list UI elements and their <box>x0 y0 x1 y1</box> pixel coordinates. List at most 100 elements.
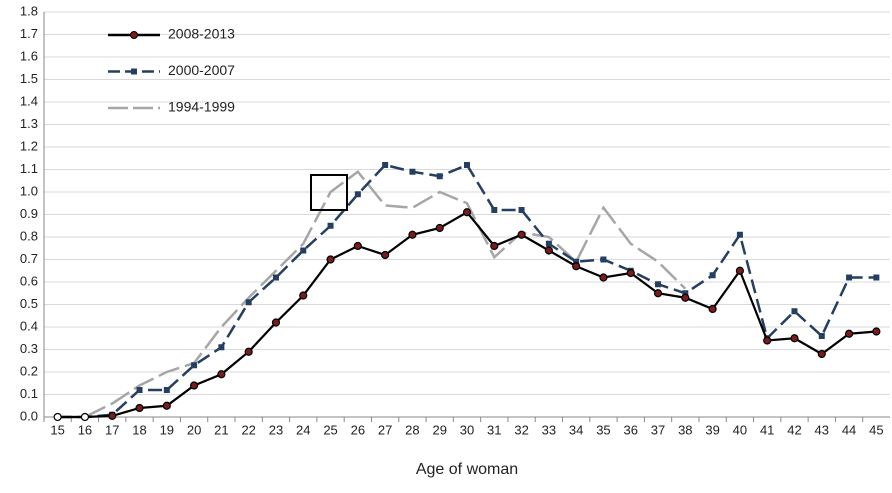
x-tick-label: 29 <box>432 422 446 437</box>
x-tick-label: 16 <box>78 422 92 437</box>
point <box>326 255 335 264</box>
x-tick-label: 18 <box>132 422 146 437</box>
x-tick-label: 26 <box>351 422 365 437</box>
point <box>327 222 334 229</box>
y-tick-label: 0.8 <box>20 228 38 243</box>
point <box>354 191 361 198</box>
point <box>517 230 526 239</box>
x-tick-label: 38 <box>678 422 692 437</box>
y-tick-label: 1.0 <box>20 183 38 198</box>
point <box>217 370 226 379</box>
y-tick-label: 1.5 <box>20 71 38 86</box>
y-tick-label: 0.2 <box>20 363 38 378</box>
y-tick-label: 0.6 <box>20 273 38 288</box>
point <box>872 327 881 336</box>
point <box>653 289 663 298</box>
x-tick-label: 21 <box>214 422 228 437</box>
point <box>271 318 281 327</box>
legend-label: 1994-1999 <box>168 99 235 115</box>
point <box>600 256 607 263</box>
point <box>655 281 662 288</box>
point <box>136 387 143 393</box>
y-tick-label: 0.5 <box>20 296 38 311</box>
point <box>218 344 225 351</box>
point <box>573 258 580 265</box>
x-tick-label: 39 <box>705 422 719 437</box>
x-tick-label: 15 <box>50 422 64 437</box>
legend-marker <box>131 68 137 75</box>
y-tick-label: 0.9 <box>20 206 38 221</box>
point <box>381 250 390 260</box>
point <box>626 268 635 278</box>
y-tick-label: 0.0 <box>20 408 38 423</box>
x-tick-label: 20 <box>187 422 201 437</box>
point <box>873 274 880 281</box>
y-tick-label: 0.7 <box>20 251 38 266</box>
series-line <box>57 210 877 419</box>
point <box>189 381 199 390</box>
point <box>491 207 498 213</box>
y-tick-label: 0.1 <box>20 386 38 401</box>
legend-label: 2000-2007 <box>168 62 235 78</box>
highlight-box <box>310 174 348 211</box>
legend-label: 2008-2013 <box>168 26 235 42</box>
point <box>735 266 745 275</box>
point <box>163 387 170 393</box>
point <box>599 273 608 282</box>
point <box>436 173 443 180</box>
point <box>791 308 798 315</box>
point <box>462 208 472 217</box>
x-tick-label: 42 <box>787 422 801 437</box>
y-tick-label: 0.3 <box>20 341 38 356</box>
y-tick-label: 1.8 <box>20 3 38 18</box>
point <box>763 336 772 345</box>
point <box>708 304 717 314</box>
point <box>300 247 307 254</box>
point <box>408 230 417 239</box>
point <box>191 362 198 369</box>
x-tick-label: 17 <box>105 422 119 437</box>
x-tick-label: 31 <box>487 422 501 437</box>
point <box>545 240 552 247</box>
y-tick-label: 0.4 <box>20 318 38 333</box>
point <box>244 347 253 356</box>
x-tick-label: 33 <box>542 422 556 437</box>
point <box>135 403 144 413</box>
point <box>464 162 470 168</box>
x-tick-label: 28 <box>405 422 419 437</box>
point <box>709 272 716 279</box>
point <box>353 241 362 251</box>
x-tick-label: 22 <box>241 422 255 437</box>
x-tick-label: 43 <box>815 422 829 437</box>
x-tick-label: 30 <box>460 422 474 437</box>
point <box>544 246 553 255</box>
x-tick-label: 36 <box>624 422 638 437</box>
point <box>272 274 279 281</box>
x-tick-label: 44 <box>842 422 856 437</box>
point <box>245 299 252 306</box>
point <box>681 293 690 302</box>
point <box>490 241 499 251</box>
y-tick-label: 1.2 <box>20 138 38 153</box>
point <box>382 162 389 168</box>
x-tick-label: 35 <box>596 422 610 437</box>
y-tick-label: 1.7 <box>20 26 38 41</box>
x-tick-label: 19 <box>160 422 174 437</box>
point <box>846 274 853 281</box>
y-tick-label: 1.1 <box>20 161 38 176</box>
x-tick-label: 45 <box>869 422 883 437</box>
point <box>299 291 308 300</box>
point <box>518 207 525 213</box>
point <box>682 290 689 297</box>
point <box>435 223 444 233</box>
x-tick-label: 32 <box>514 422 528 437</box>
y-tick-label: 1.3 <box>20 116 38 131</box>
series-line <box>57 170 687 419</box>
x-tick-label: 34 <box>569 422 583 437</box>
point <box>53 412 62 422</box>
x-tick-label: 37 <box>651 422 665 437</box>
point <box>80 412 90 422</box>
point <box>572 262 581 271</box>
x-tick-label: 24 <box>296 422 310 437</box>
